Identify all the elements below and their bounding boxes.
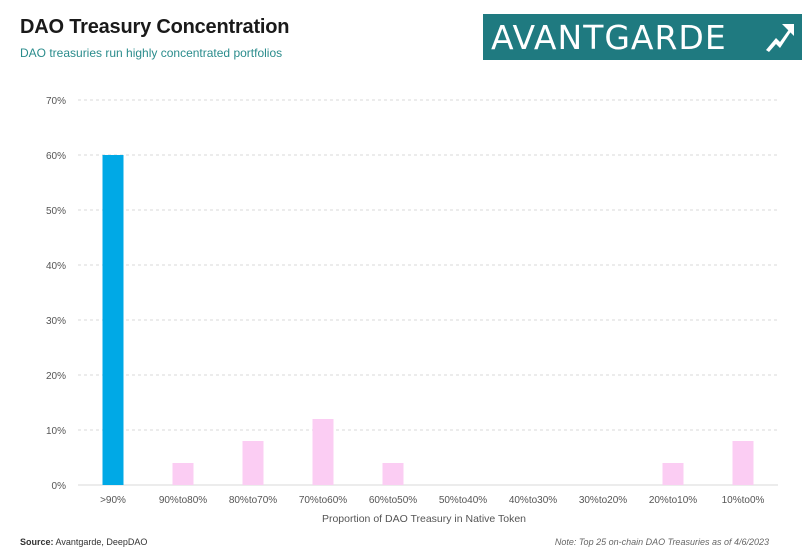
x-tick-label: 10%to0%	[722, 495, 765, 506]
chart-subtitle: DAO treasuries run highly concentrated p…	[20, 46, 283, 60]
logo-arrow-icon	[766, 24, 794, 52]
source-note: Source: Avantgarde, DeepDAO	[20, 537, 147, 547]
y-tick-label: 30%	[46, 316, 66, 327]
y-tick-label: 60%	[46, 151, 66, 162]
y-tick-label: 10%	[46, 426, 66, 437]
bar	[102, 155, 124, 485]
bar	[662, 463, 684, 485]
y-tick-label: 70%	[46, 96, 66, 107]
bar	[732, 441, 754, 485]
x-tick-label: 60%to50%	[369, 495, 417, 506]
bar	[172, 463, 194, 485]
y-tick-label: 0%	[52, 481, 67, 492]
x-tick-label: 30%to20%	[579, 495, 627, 506]
x-tick-label: 40%to30%	[509, 495, 557, 506]
x-tick-label: 80%to70%	[229, 495, 277, 506]
source-value: Avantgarde, DeepDAO	[55, 537, 148, 547]
x-tick-label: 20%to10%	[649, 495, 697, 506]
logo-text: AVANTGARDE	[491, 17, 727, 57]
chart-title: DAO Treasury Concentration	[20, 16, 290, 38]
x-tick-label: 70%to60%	[299, 495, 347, 506]
footnote: Note: Top 25 on-chain DAO Treasuries as …	[554, 537, 769, 547]
x-tick-label: 50%to40%	[439, 495, 487, 506]
bar	[242, 441, 264, 485]
y-tick-label: 50%	[46, 206, 66, 217]
y-tick-label: 40%	[46, 261, 66, 272]
bar	[382, 463, 404, 485]
avantgarde-logo: AVANTGARDE	[483, 14, 802, 60]
x-tick-label: >90%	[100, 495, 126, 506]
source-label: Source:	[20, 537, 54, 547]
bar	[312, 419, 334, 485]
y-tick-label: 20%	[46, 371, 66, 382]
x-axis-label: Proportion of DAO Treasury in Native Tok…	[322, 513, 526, 525]
x-tick-label: 90%to80%	[159, 495, 207, 506]
